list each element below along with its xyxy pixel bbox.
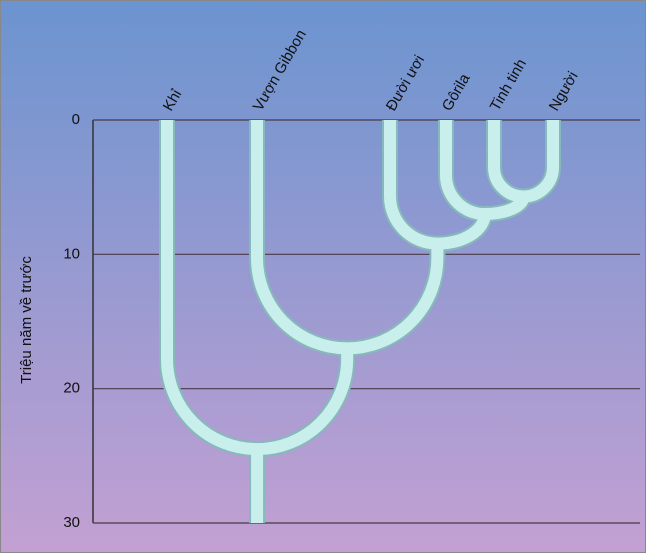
y-tick-label: 0 — [72, 111, 80, 128]
y-tick-label: 10 — [63, 245, 80, 262]
y-tick-label: 20 — [63, 380, 80, 397]
y-tick-label: 30 — [63, 514, 80, 531]
branch — [440, 120, 530, 221]
y-axis-label: Triệu năm về trước — [18, 256, 35, 384]
